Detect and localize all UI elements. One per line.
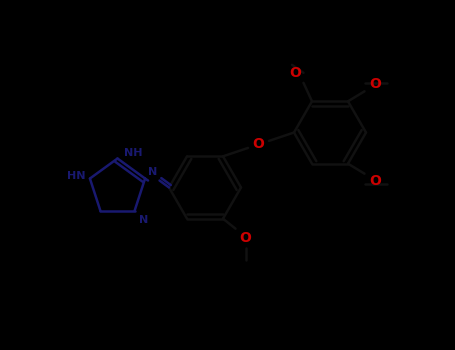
Text: O: O — [369, 174, 381, 188]
Text: O: O — [240, 231, 252, 245]
Text: N: N — [148, 167, 158, 176]
Text: O: O — [369, 77, 381, 91]
Text: NH: NH — [123, 147, 142, 158]
Text: O: O — [253, 138, 264, 152]
Text: O: O — [289, 66, 301, 80]
Text: HN: HN — [67, 171, 86, 181]
Text: N: N — [138, 215, 148, 225]
